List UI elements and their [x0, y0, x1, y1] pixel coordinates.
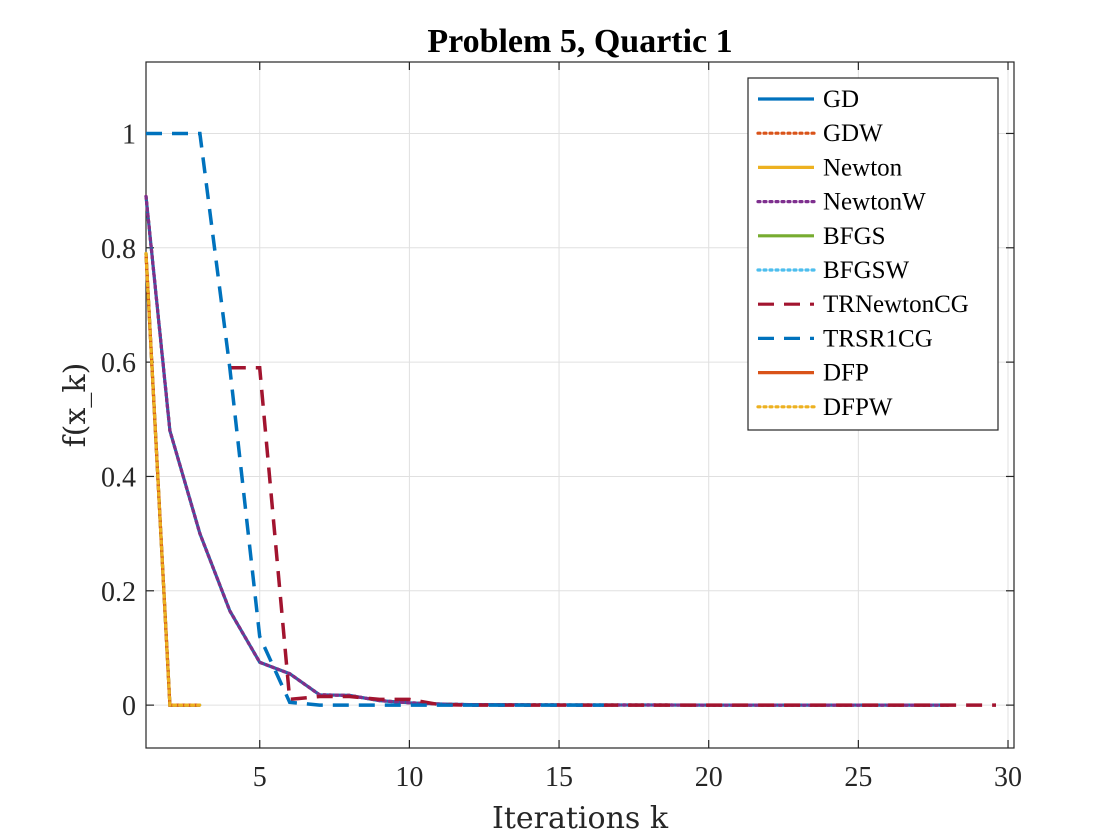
- series-lines: [144, 131, 996, 707]
- legend-label-gd: GD: [823, 86, 859, 113]
- series-line-newton: [144, 253, 200, 707]
- legend-label-newton: Newton: [823, 154, 903, 181]
- legend-label-gdw: GDW: [823, 120, 883, 147]
- x-tick-label: 25: [844, 762, 872, 793]
- x-tick-label: 10: [395, 762, 423, 793]
- x-tick-label: 30: [994, 762, 1022, 793]
- series-line-bfgsw: [144, 251, 202, 707]
- series-line-trnewtoncg: [229, 366, 996, 707]
- legend-label-trnewtoncg: TRNewtonCG: [823, 291, 969, 318]
- x-axis-label: Iterations k: [492, 801, 669, 836]
- x-tick-label: 20: [695, 762, 723, 793]
- plot-area-frame: [145, 61, 1015, 749]
- legend-label-newtonw: NewtonW: [823, 189, 926, 216]
- series-line-bfgs: [144, 253, 200, 707]
- legend-label-trsr1cg: TRSR1CG: [823, 325, 933, 352]
- y-axis-label: f(x_k): [58, 363, 93, 448]
- y-tick-label: 0.8: [101, 234, 136, 265]
- y-tick-label: 0.2: [101, 577, 136, 608]
- y-tick-label: 0: [122, 691, 136, 722]
- legend-label-bfgsw: BFGSW: [823, 257, 910, 284]
- series-line-dfpw: [144, 251, 202, 707]
- chart-title: Problem 5, Quartic 1: [427, 23, 732, 60]
- y-axis-ticks: 0 0.2 0.4 0.6 0.8 1: [101, 119, 1014, 722]
- x-tick-label: 5: [253, 762, 267, 793]
- y-tick-label: 0.6: [101, 348, 136, 379]
- legend-label-bfgs: BFGS: [823, 223, 886, 250]
- legend-label-dfp: DFP: [823, 360, 869, 387]
- x-axis-ticks: 5 10 15 20 25 30: [253, 62, 1022, 793]
- legend: GD GDW Newton NewtonW BFGS BFGSW TRNewtonCG TRS…: [747, 77, 999, 431]
- series-line-dfp: [144, 253, 200, 707]
- legend-label-dfpw: DFPW: [823, 394, 893, 421]
- y-tick-label: 1: [122, 119, 136, 150]
- y-tick-label: 0.4: [101, 462, 136, 493]
- series-line-trsr1cg: [146, 131, 604, 707]
- x-tick-label: 15: [545, 762, 573, 793]
